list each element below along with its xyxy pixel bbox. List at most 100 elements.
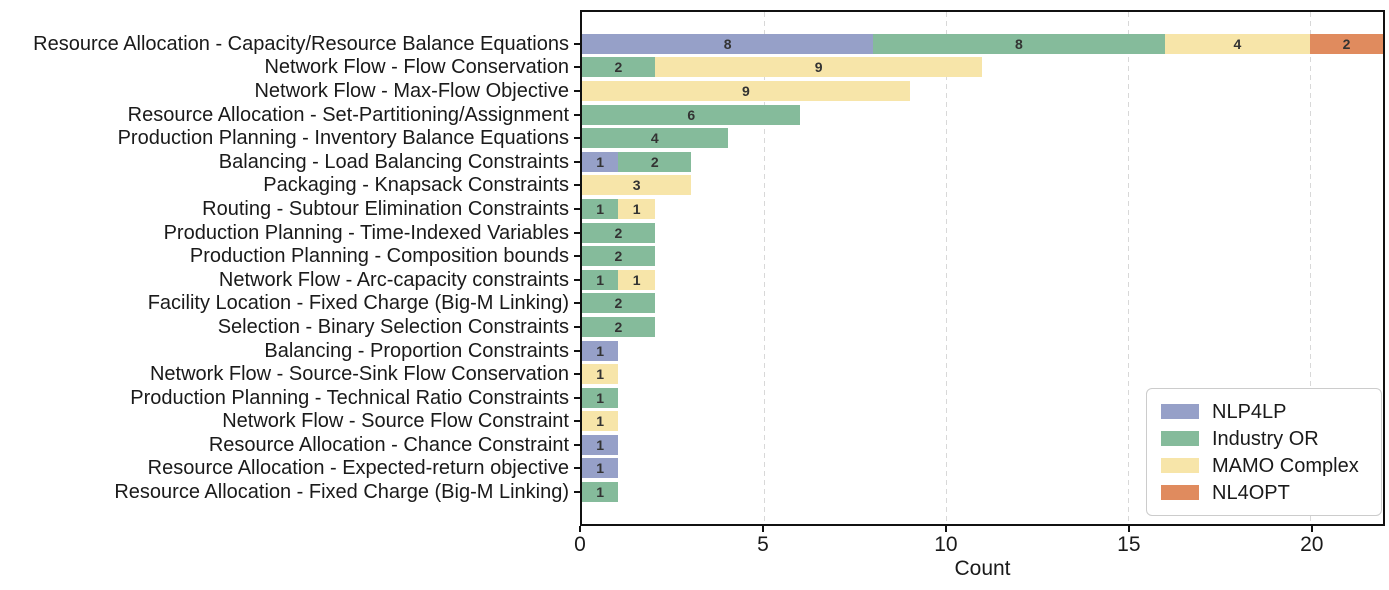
category-label-row: Packaging - Knapsack Constraints	[0, 174, 580, 198]
bar-segment: 1	[582, 340, 619, 361]
bar-row: 4	[582, 126, 1383, 150]
bar-segment: 1	[582, 269, 619, 290]
bar-segment: 1	[582, 198, 619, 219]
bar-value-label: 1	[596, 460, 605, 477]
bar-value-label: 9	[814, 59, 823, 76]
category-label-row: Network Flow - Flow Conservation	[0, 56, 580, 80]
legend-label: NL4OPT	[1212, 481, 1290, 504]
y-tick-mark	[574, 349, 580, 352]
category-label-row: Resource Allocation - Capacity/Resource …	[0, 32, 580, 56]
category-label-row: Production Planning - Inventory Balance …	[0, 126, 580, 150]
bar-segment: 2	[618, 151, 692, 172]
legend-swatch-mamo-complex	[1161, 458, 1199, 473]
x-tick-mark	[761, 526, 764, 532]
bar-segment: 2	[582, 222, 655, 243]
bar-row: 1	[582, 362, 1383, 386]
bar-row: 6	[582, 103, 1383, 127]
bar-value-label: 2	[614, 224, 623, 241]
bar-value-label: 1	[596, 271, 605, 288]
bar-segment: 1	[618, 198, 655, 219]
y-tick-mark	[574, 160, 580, 163]
bar-segment: 6	[582, 104, 801, 125]
category-label: Network Flow - Max-Flow Objective	[254, 79, 569, 102]
category-label-row: Resource Allocation - Set-Partitioning/A…	[0, 103, 580, 127]
bar-value-label: 2	[650, 153, 659, 170]
y-tick-mark	[574, 255, 580, 258]
bar-value-label: 1	[596, 413, 605, 430]
gridline	[764, 12, 766, 524]
category-label-row: Resource Allocation - Chance Constraint	[0, 433, 580, 457]
x-tick-label: 0	[574, 533, 586, 556]
bar-value-label: 1	[632, 200, 641, 217]
category-label: Production Planning - Inventory Balance …	[117, 127, 569, 150]
y-tick-mark	[574, 443, 580, 446]
category-label-row: Balancing - Load Balancing Constraints	[0, 150, 580, 174]
x-tick-label: 5	[757, 533, 769, 556]
category-label: Balancing - Proportion Constraints	[264, 339, 569, 362]
bar-row: 1	[582, 410, 1383, 434]
legend-item: MAMO Complex	[1161, 452, 1367, 479]
legend-item: NLP4LP	[1161, 398, 1367, 425]
legend: NLP4LP Industry OR MAMO Complex NL4OPT	[1146, 388, 1382, 516]
y-tick-mark	[574, 42, 580, 45]
x-tick-label: 10	[934, 533, 958, 556]
category-label-row: Resource Allocation - Fixed Charge (Big-…	[0, 480, 580, 504]
legend-label: Industry OR	[1212, 427, 1319, 450]
x-tick-label: 20	[1300, 533, 1324, 556]
y-tick-mark	[574, 396, 580, 399]
bar-segment: 2	[582, 57, 655, 78]
legend-label: NLP4LP	[1212, 400, 1287, 423]
gridline-layer	[582, 12, 1383, 524]
category-label-row: Network Flow - Arc-capacity constraints	[0, 268, 580, 292]
bar-row: 1	[582, 386, 1383, 410]
bar-value-label: 2	[614, 248, 623, 265]
y-tick-mark	[574, 66, 580, 69]
bar-segment: 1	[582, 387, 619, 408]
category-label: Production Planning - Composition bounds	[189, 245, 569, 268]
bar-value-label: 1	[596, 153, 605, 170]
gridline	[946, 12, 948, 524]
legend-label: MAMO Complex	[1212, 454, 1359, 477]
category-label-row: Production Planning - Technical Ratio Co…	[0, 386, 580, 410]
category-label: Routing - Subtour Elimination Constraint…	[202, 197, 569, 220]
y-axis-labels: Resource Allocation - Capacity/Resource …	[0, 12, 580, 524]
category-label: Selection - Binary Selection Constraints	[217, 315, 569, 338]
bar-segment: 1	[618, 269, 655, 290]
gridline	[1128, 12, 1130, 524]
bar-segment: 1	[582, 151, 619, 172]
category-label: Resource Allocation - Fixed Charge (Big-…	[114, 481, 569, 504]
bar-value-label: 2	[614, 295, 623, 312]
bar-row: 1	[582, 339, 1383, 363]
bar-row: 3	[582, 174, 1383, 198]
bar-value-label: 2	[1342, 35, 1351, 52]
bar-value-label: 1	[596, 200, 605, 217]
bar-row: 1	[582, 457, 1383, 481]
x-tick-mark	[1310, 526, 1313, 532]
bar-segment: 4	[582, 128, 728, 149]
category-label-row: Routing - Subtour Elimination Constraint…	[0, 197, 580, 221]
bar-row: 2	[582, 244, 1383, 268]
bar-value-label: 1	[596, 436, 605, 453]
bar-segment: 1	[582, 482, 619, 503]
x-axis-label: Count	[954, 557, 1011, 580]
bar-row: 1	[582, 433, 1383, 457]
bar-segment: 2	[582, 316, 655, 337]
bar-row: 2	[582, 315, 1383, 339]
bar-value-label: 1	[596, 389, 605, 406]
y-tick-mark	[574, 137, 580, 140]
y-tick-mark	[574, 278, 580, 281]
category-label: Packaging - Knapsack Constraints	[263, 174, 569, 197]
y-tick-mark	[574, 302, 580, 305]
bar-segment: 2	[582, 293, 655, 314]
bar-row: 2	[582, 221, 1383, 245]
bar-row: 1	[582, 480, 1383, 504]
bar-segment: 1	[582, 411, 619, 432]
y-tick-mark	[574, 231, 580, 234]
x-axis: 0 5 10 15 20	[574, 526, 1385, 586]
bar-value-label: 1	[596, 484, 605, 501]
